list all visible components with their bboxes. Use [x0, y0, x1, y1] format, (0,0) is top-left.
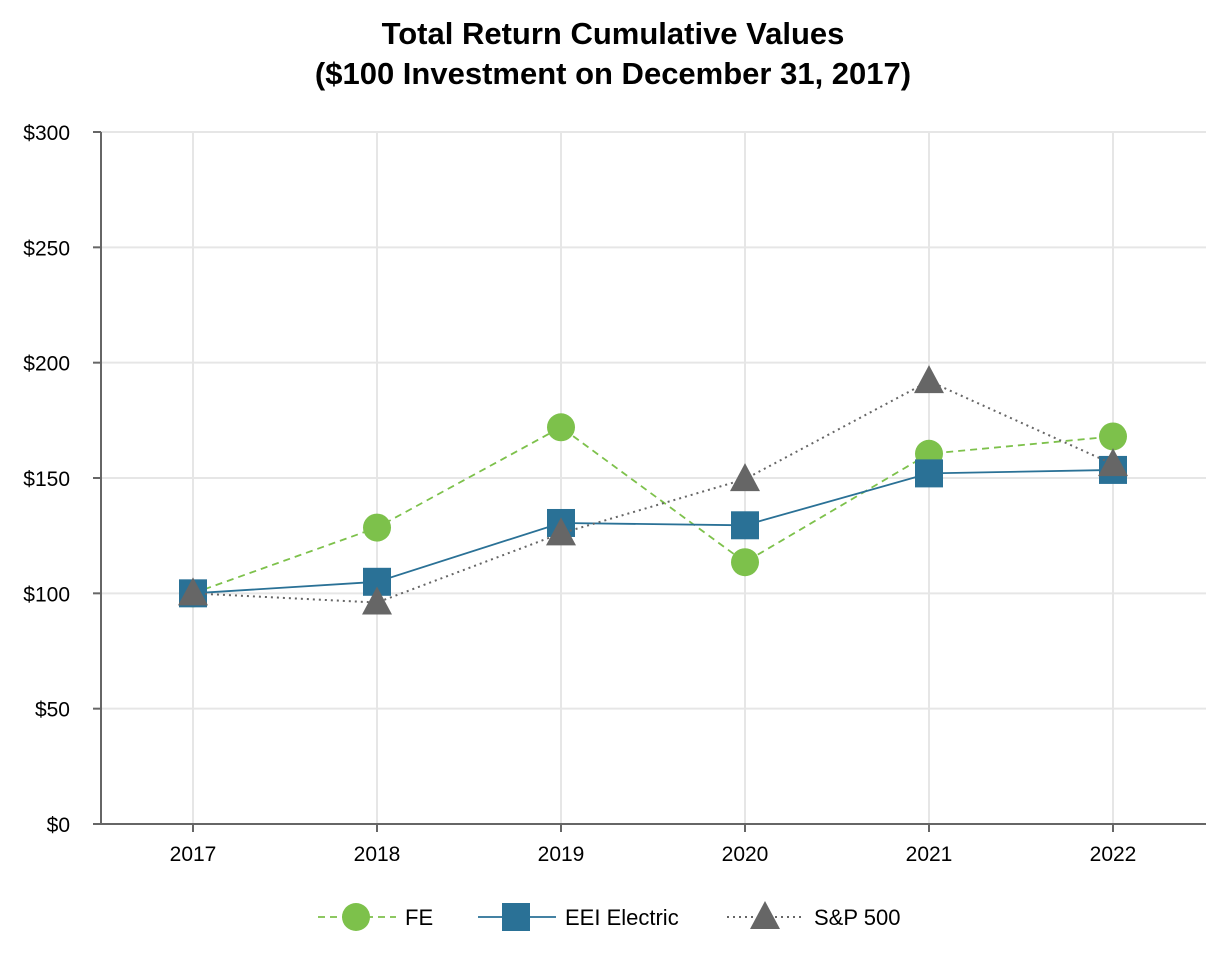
- y-tick-label: $0: [47, 814, 70, 837]
- y-tick-label: $50: [35, 699, 70, 722]
- legend-label: S&P 500: [814, 905, 900, 930]
- series-line: [192, 380, 1114, 604]
- data-point-circle: [731, 548, 759, 577]
- legend-marker-square: [502, 903, 530, 931]
- x-tick-label: 2022: [1090, 843, 1137, 866]
- data-point-circle: [547, 413, 575, 442]
- series-s-p-500: [178, 365, 1128, 615]
- series: [178, 365, 1128, 615]
- data-point-triangle: [362, 586, 392, 615]
- chart-title-line1: Total Return Cumulative Values: [381, 16, 845, 51]
- x-tick-label: 2017: [170, 843, 217, 866]
- data-point-circle: [1099, 422, 1127, 451]
- legend-marker-circle: [342, 903, 370, 931]
- data-point-triangle: [178, 577, 208, 606]
- x-tick-label: 2018: [354, 843, 401, 866]
- legend-label: EEI Electric: [565, 905, 679, 930]
- x-tick-label: 2021: [906, 843, 953, 866]
- legend-label: FE: [405, 905, 433, 930]
- axes: $0 $50 $100 $150 $200 $250 $300 2017 2018 2019 202…: [23, 122, 1206, 866]
- y-tick-label: $100: [23, 583, 70, 606]
- legend-item: FE: [318, 903, 433, 931]
- y-tick-label: $300: [23, 122, 70, 145]
- data-point-triangle: [1098, 448, 1128, 477]
- legend-marker-triangle: [750, 901, 780, 929]
- data-point-square: [731, 511, 759, 540]
- legend-item: S&P 500: [727, 901, 900, 930]
- series-line: [192, 426, 1114, 595]
- data-point-circle: [363, 513, 391, 542]
- grid: [101, 131, 1206, 824]
- data-point-square: [915, 459, 943, 488]
- x-tick-label: 2020: [722, 843, 769, 866]
- chart-subtitle: ($100 Investment on December 31, 2017): [314, 56, 912, 91]
- series-line: [192, 469, 1114, 595]
- legend-item: EEI Electric: [478, 903, 679, 931]
- chart-title: Total Return Cumulative Values ($100 Inv…: [0, 14, 1226, 94]
- legend: FE EEI Electric S&P 500: [318, 901, 900, 931]
- y-tick-label: $200: [23, 353, 70, 376]
- x-tick-label: 2019: [538, 843, 585, 866]
- series-fe: [179, 413, 1127, 608]
- data-point-triangle: [914, 365, 944, 394]
- y-tick-label: $250: [23, 237, 70, 260]
- data-point-triangle: [546, 517, 576, 546]
- y-tick-label: $150: [23, 468, 70, 491]
- data-point-triangle: [730, 463, 760, 492]
